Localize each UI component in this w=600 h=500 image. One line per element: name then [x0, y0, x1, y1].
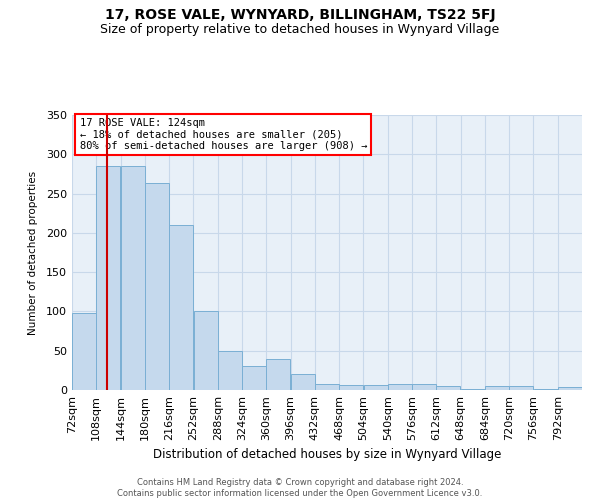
Text: 17 ROSE VALE: 124sqm
← 18% of detached houses are smaller (205)
80% of semi-deta: 17 ROSE VALE: 124sqm ← 18% of detached h… — [80, 118, 367, 151]
Bar — [266, 358, 290, 390]
Bar — [218, 350, 242, 390]
Bar — [194, 312, 218, 390]
Text: Contains HM Land Registry data © Crown copyright and database right 2024.
Contai: Contains HM Land Registry data © Crown c… — [118, 478, 482, 498]
Bar — [242, 366, 266, 390]
Bar — [533, 389, 557, 390]
Bar — [388, 384, 412, 390]
Y-axis label: Number of detached properties: Number of detached properties — [28, 170, 38, 334]
Bar — [97, 166, 121, 390]
Bar — [485, 386, 509, 390]
Bar — [461, 389, 485, 390]
Text: Size of property relative to detached houses in Wynyard Village: Size of property relative to detached ho… — [100, 22, 500, 36]
Bar — [558, 387, 582, 390]
X-axis label: Distribution of detached houses by size in Wynyard Village: Distribution of detached houses by size … — [153, 448, 501, 462]
Bar — [364, 384, 388, 390]
Bar — [436, 386, 460, 390]
Bar — [169, 225, 193, 390]
Text: 17, ROSE VALE, WYNYARD, BILLINGHAM, TS22 5FJ: 17, ROSE VALE, WYNYARD, BILLINGHAM, TS22… — [104, 8, 496, 22]
Bar — [412, 384, 436, 390]
Bar — [340, 384, 363, 390]
Bar — [72, 313, 96, 390]
Bar — [121, 166, 145, 390]
Bar — [315, 384, 339, 390]
Bar — [509, 386, 533, 390]
Bar — [291, 374, 314, 390]
Bar — [145, 184, 169, 390]
